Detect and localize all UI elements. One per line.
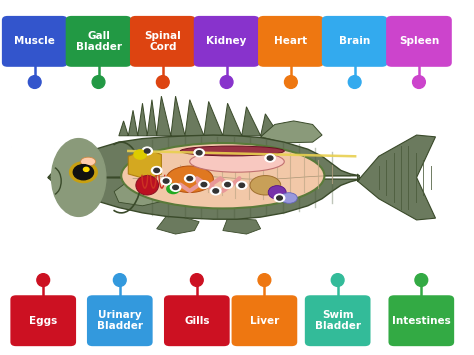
Circle shape [142,147,153,155]
Ellipse shape [81,157,96,166]
FancyBboxPatch shape [322,16,388,67]
Circle shape [145,149,150,153]
Ellipse shape [121,143,324,208]
Circle shape [201,182,207,187]
Circle shape [70,162,97,182]
Ellipse shape [220,76,233,88]
Ellipse shape [136,176,158,195]
Circle shape [163,179,169,183]
FancyBboxPatch shape [389,295,454,346]
Circle shape [187,176,192,181]
Text: Spinal
Cord: Spinal Cord [145,31,181,52]
Text: Swim
Bladder: Swim Bladder [315,310,361,331]
FancyBboxPatch shape [258,16,324,67]
Text: Brain: Brain [339,36,370,47]
FancyBboxPatch shape [130,16,196,67]
FancyBboxPatch shape [232,295,297,346]
FancyBboxPatch shape [87,295,153,346]
Text: Liver: Liver [250,316,279,326]
Circle shape [161,177,171,185]
Circle shape [170,184,181,191]
Polygon shape [128,149,161,179]
Text: Gall
Bladder: Gall Bladder [75,31,121,52]
Text: Urinary
Bladder: Urinary Bladder [97,310,143,331]
Ellipse shape [180,146,284,156]
Ellipse shape [92,76,105,88]
Circle shape [83,167,89,171]
FancyBboxPatch shape [386,16,452,67]
Polygon shape [48,135,360,219]
Ellipse shape [331,274,344,286]
FancyBboxPatch shape [194,16,259,67]
Ellipse shape [281,193,297,203]
Circle shape [194,149,204,157]
Ellipse shape [268,186,286,199]
Circle shape [237,181,247,189]
FancyBboxPatch shape [164,295,230,346]
Ellipse shape [284,76,297,88]
Ellipse shape [348,76,361,88]
Circle shape [199,181,209,189]
Circle shape [222,181,233,189]
Polygon shape [114,174,175,206]
Ellipse shape [412,76,425,88]
Circle shape [167,184,180,193]
Ellipse shape [28,76,41,88]
FancyBboxPatch shape [10,295,76,346]
Circle shape [173,185,178,190]
Polygon shape [261,121,322,143]
Polygon shape [119,96,294,136]
Circle shape [239,183,245,187]
Text: Muscle: Muscle [14,36,55,47]
FancyBboxPatch shape [66,16,131,67]
Circle shape [213,189,219,193]
Text: Gills: Gills [184,316,210,326]
Polygon shape [156,217,199,234]
Ellipse shape [166,166,213,192]
FancyBboxPatch shape [2,16,68,67]
Ellipse shape [415,274,428,286]
Ellipse shape [190,151,284,172]
Ellipse shape [37,274,50,286]
Ellipse shape [113,274,126,286]
Circle shape [152,166,162,174]
Text: Spleen: Spleen [399,36,439,47]
Text: Kidney: Kidney [206,36,247,47]
Circle shape [225,182,230,187]
Circle shape [267,156,273,160]
Circle shape [277,196,283,200]
Circle shape [210,187,221,195]
Polygon shape [357,135,436,220]
Polygon shape [223,218,261,234]
Text: Heart: Heart [274,36,308,47]
Ellipse shape [191,274,203,286]
Circle shape [274,194,285,202]
Circle shape [196,151,202,155]
Text: Eggs: Eggs [29,316,57,326]
Ellipse shape [52,138,106,217]
Circle shape [265,154,275,162]
Circle shape [154,168,159,173]
Circle shape [73,165,93,180]
FancyBboxPatch shape [305,295,371,346]
Ellipse shape [250,176,281,195]
Circle shape [184,175,195,182]
Ellipse shape [258,274,271,286]
Ellipse shape [156,76,169,88]
Text: Intestines: Intestines [392,316,451,326]
Circle shape [134,150,146,159]
